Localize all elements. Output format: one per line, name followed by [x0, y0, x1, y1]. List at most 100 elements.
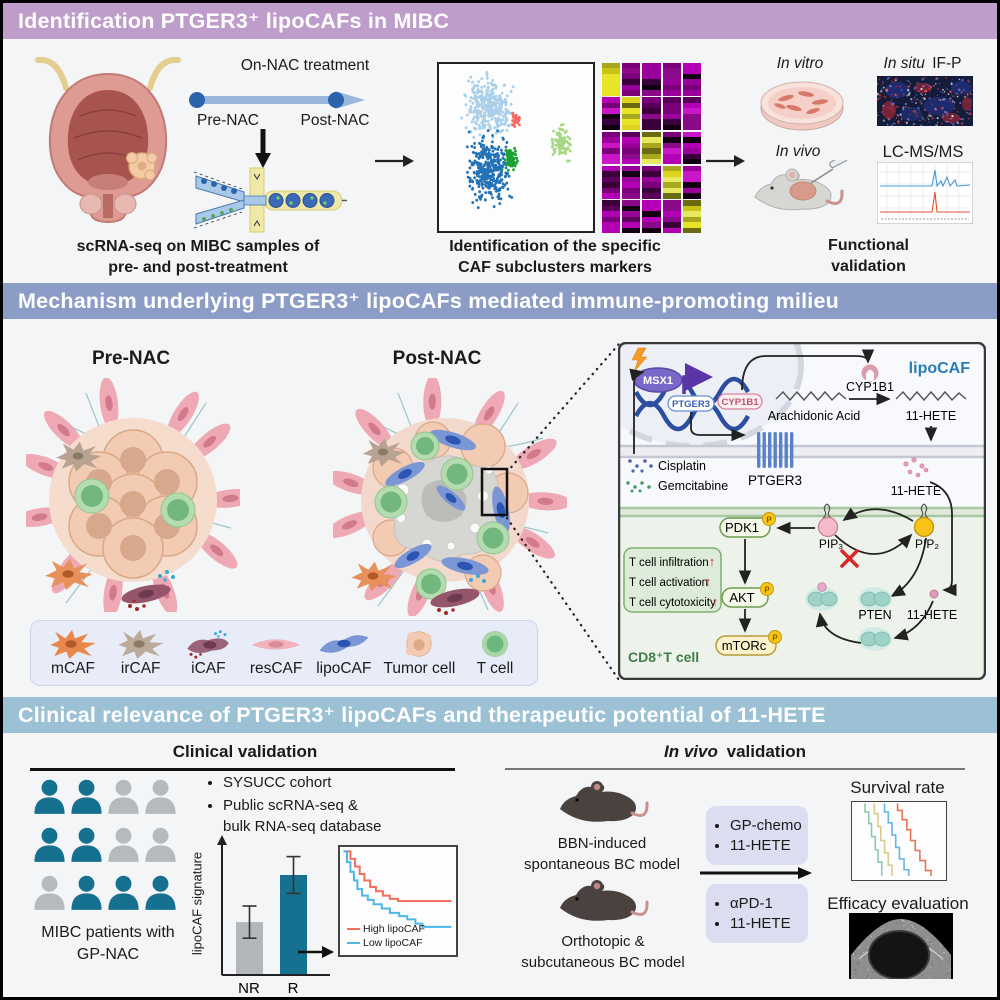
chromatogram-icon: [877, 162, 973, 224]
legend-item-rescaf: resCAF: [248, 628, 304, 678]
divider: [30, 768, 455, 771]
t-cells: [374, 431, 510, 600]
tumor-on-bladder: [126, 152, 158, 181]
panel2-header: Mechanism underlying PTGER3⁺ lipoCAFs me…: [3, 283, 997, 319]
patient-icon: [107, 826, 140, 862]
legend-item-ircaf: irCAF: [113, 628, 169, 678]
panel3-header: Clinical relevance of PTGER3⁺ lipoCAFs a…: [3, 697, 997, 733]
tumor-cell-icon: [406, 631, 433, 657]
legend-item-tumor-cell: Tumor cell: [384, 628, 455, 678]
pip2-label: PIP₂: [915, 537, 939, 551]
pip3-label: PIP₃: [819, 537, 843, 551]
in-situ-ifp-label: In situ IF-P: [855, 55, 990, 73]
treatment-box-2: αPD-111-HETE: [706, 884, 808, 943]
icaf-icon: [187, 630, 230, 659]
survival-rate-curves: [852, 802, 945, 879]
inhibition-x-icon: [840, 549, 859, 568]
legend-item-mcaf: mCAF: [45, 628, 101, 678]
survival-rate-plot: [851, 801, 947, 881]
post-nac-heading: Post-NAC: [392, 348, 482, 369]
low-lipocaf-curve: [343, 851, 451, 927]
phospho-badge: [762, 512, 776, 526]
hete-dot: [929, 589, 939, 599]
tcell-effects-box: [623, 547, 722, 613]
svg-text:AKT: AKT: [729, 590, 754, 605]
cd8-tcell-label: CD8⁺T cell: [628, 649, 699, 665]
hete-dots-mid: [903, 457, 929, 478]
patient-icon: [144, 874, 177, 910]
patient-grid: [33, 778, 177, 910]
heatmap-column: [642, 63, 661, 234]
stress-lightning-icon: [631, 347, 648, 373]
t-cells: [74, 478, 196, 528]
treatment-box-1: GP-chemo11-HETE: [706, 806, 808, 865]
panel2-title: Mechanism underlying PTGER3⁺ lipoCAFs me…: [18, 289, 839, 313]
invivo-validation-heading: In vivo validation: [664, 742, 806, 761]
mechanism-diagram: lipoCAF MSX1 PTGER3 CYP1B1 Arachidonic A…: [618, 342, 986, 680]
heatmap-column: [662, 63, 681, 234]
mcaf-cell: [351, 561, 397, 592]
mcaf-icon: [50, 629, 96, 660]
svg-text:T cell cytotoxicity: T cell cytotoxicity: [629, 597, 716, 609]
legend-item-icaf: iCAF: [180, 628, 236, 678]
svg-text:P: P: [764, 586, 770, 595]
mouse-black-icon: [560, 880, 649, 921]
high-lipocaf-curve: [343, 851, 451, 901]
syringe-icon: [829, 160, 848, 169]
survival-curves: [340, 847, 456, 955]
low-lipocaf-swatch: [347, 941, 360, 945]
gemcitabine-label: Gemcitabine: [658, 479, 728, 493]
patient-icon: [70, 874, 103, 910]
mtorc-node: [715, 635, 777, 656]
ifp-text: IF-P: [932, 55, 962, 72]
pten-bound-icon: [858, 627, 892, 651]
timeline-title: On-NAC treatment: [240, 57, 370, 74]
microfluidic-chip-icon: [193, 167, 347, 233]
arachidonic-label: Arachidonic Acid: [768, 409, 860, 423]
divider: [505, 768, 965, 770]
t-cell-icon: [481, 630, 509, 658]
mouse1-caption: BBN-induced spontaneous BC model: [524, 835, 680, 873]
svg-text:P: P: [772, 634, 778, 643]
pip2-icon: [913, 503, 935, 538]
in-situ-text: In situ: [883, 55, 925, 72]
bullet-sysucc: SYSUCC cohort: [223, 772, 428, 793]
heatmap-column: [602, 63, 621, 234]
treatment-arrow-icon: [700, 867, 812, 879]
clinical-survival-plot: High lipoCAF Low lipoCAF: [338, 845, 458, 957]
survival-rate-label: Survival rate: [850, 778, 945, 797]
patient-icon: [107, 778, 140, 814]
ptger3-gene-pill: [667, 395, 715, 412]
cyp1b1-enzyme-label: CYP1B1: [846, 380, 894, 394]
patient-icon: [33, 874, 66, 910]
svg-text:CYP1B1: CYP1B1: [722, 397, 760, 408]
up-arrow-icon: ↑: [709, 554, 716, 569]
rescaf-icon: [251, 639, 301, 650]
umap-scatter: [460, 71, 572, 210]
tumor-mass: [869, 931, 929, 979]
in-vitro-label: In vitro: [776, 55, 824, 72]
ircaf-cell: [56, 441, 102, 472]
up-arrow-icon: ↑: [705, 574, 712, 589]
nac-timeline-arrow: [189, 91, 365, 109]
patient-icon: [107, 874, 140, 910]
patient-icon: [70, 778, 103, 814]
lipocaf-icon: [319, 635, 369, 653]
icaf-cell: [430, 588, 480, 608]
cultured-fibroblasts: [774, 91, 828, 115]
svg-text:PDK1: PDK1: [725, 520, 759, 535]
post-nac-label: Post-NAC: [300, 112, 370, 129]
bars: [236, 855, 307, 975]
mouse-gray-icon: [754, 160, 848, 211]
lipocaf-cell-label: lipoCAF: [909, 360, 971, 377]
heatmap-column: [682, 63, 702, 234]
phospho-badge: [768, 630, 782, 644]
petri-dish-icon: [760, 81, 844, 131]
ircaf-icon: [118, 629, 164, 660]
legend-item-lipocaf: lipoCAF: [316, 628, 372, 678]
phospho-badge: [760, 582, 774, 596]
bar-ylabel: lipoCAF signature: [189, 851, 205, 956]
pten-label: PTEN: [858, 608, 891, 622]
transcription-arrow: [682, 363, 713, 394]
